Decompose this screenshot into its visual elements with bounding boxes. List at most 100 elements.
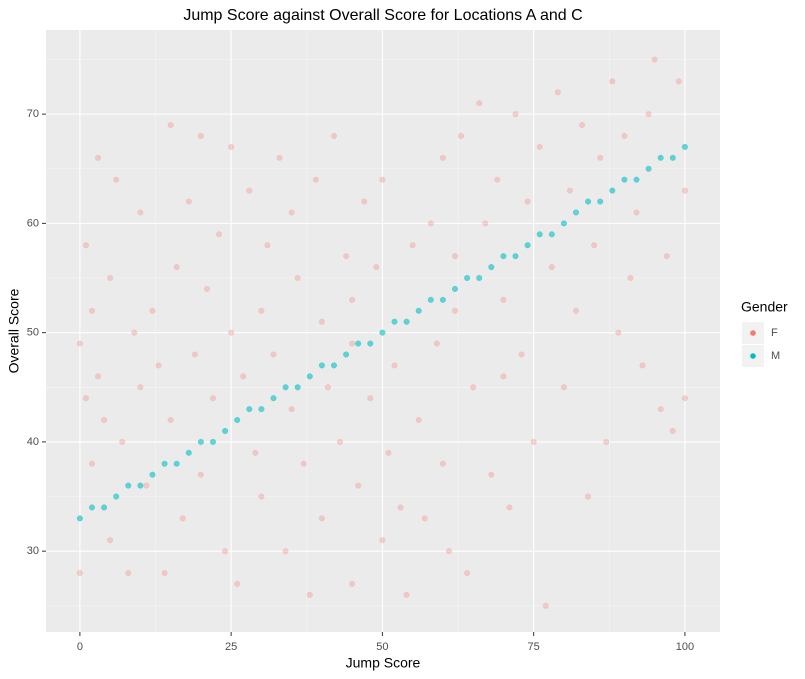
point [415, 416, 422, 424]
y-tick-label: 50 [27, 327, 39, 339]
point [597, 198, 604, 205]
point [167, 122, 174, 129]
point [524, 198, 531, 205]
point [246, 406, 253, 413]
y-tick-label: 60 [27, 217, 39, 229]
point [585, 198, 592, 205]
point [306, 591, 313, 598]
x-axis-label: Jump Score [346, 655, 421, 671]
point [554, 89, 561, 96]
point [675, 78, 682, 85]
point [76, 340, 83, 347]
point [191, 351, 198, 358]
point [427, 296, 434, 303]
point [367, 340, 374, 347]
legend-label: F [771, 327, 778, 339]
point [621, 176, 628, 183]
point [681, 143, 688, 150]
point [591, 242, 598, 249]
point [379, 176, 386, 183]
point [125, 569, 132, 577]
point [542, 602, 549, 609]
legend-label: M [771, 350, 780, 362]
point [476, 100, 483, 107]
point [681, 187, 688, 194]
point [276, 154, 283, 161]
point [500, 253, 507, 260]
point [579, 122, 586, 129]
point [566, 187, 574, 194]
y-tick-label: 70 [27, 108, 39, 120]
x-tick-label: 50 [376, 641, 388, 653]
point [470, 384, 477, 391]
point [609, 78, 616, 85]
point [476, 274, 483, 282]
point [94, 373, 102, 380]
point [215, 231, 223, 238]
point [361, 198, 368, 205]
point [343, 351, 350, 358]
point [197, 471, 204, 478]
point [312, 176, 319, 183]
point [560, 220, 567, 227]
x-tick-label: 0 [77, 641, 83, 653]
point [500, 373, 507, 380]
point [349, 296, 356, 303]
point [137, 209, 144, 216]
point [439, 296, 446, 303]
point [403, 318, 410, 325]
point [173, 460, 180, 467]
point [355, 482, 362, 489]
point [209, 395, 217, 402]
point [615, 329, 622, 336]
point [397, 504, 404, 511]
point [645, 111, 652, 118]
point [367, 395, 374, 402]
point [457, 132, 465, 140]
point [464, 569, 471, 577]
point [524, 242, 531, 249]
point [530, 438, 537, 445]
point [94, 154, 102, 161]
point [288, 406, 295, 413]
point [494, 176, 501, 183]
point [415, 307, 422, 314]
legend-marker [750, 353, 756, 359]
point [373, 264, 380, 271]
point [651, 56, 658, 63]
point [107, 274, 114, 282]
point [234, 580, 241, 587]
point [88, 460, 96, 467]
point [300, 460, 307, 467]
point [131, 329, 138, 336]
point [427, 220, 434, 227]
point [161, 460, 168, 467]
x-tick-label: 75 [528, 641, 540, 653]
point [173, 264, 180, 271]
point [167, 416, 174, 424]
point [669, 427, 676, 435]
point [518, 351, 525, 358]
point [246, 187, 253, 194]
point [336, 438, 344, 445]
point [409, 242, 416, 249]
point [391, 362, 398, 369]
point [76, 515, 83, 522]
point [536, 231, 543, 238]
point [197, 132, 204, 140]
point [379, 329, 386, 336]
point [107, 537, 114, 544]
point [240, 373, 247, 380]
point [639, 362, 646, 369]
point [119, 438, 126, 445]
point [137, 384, 144, 391]
point [252, 449, 259, 456]
point [258, 493, 265, 500]
point [185, 449, 192, 456]
point [258, 406, 265, 413]
point [439, 460, 446, 467]
point [270, 395, 277, 402]
chart-title: Jump Score against Overall Score for Loc… [183, 7, 582, 24]
point [488, 264, 495, 271]
legend-marker [750, 330, 756, 336]
